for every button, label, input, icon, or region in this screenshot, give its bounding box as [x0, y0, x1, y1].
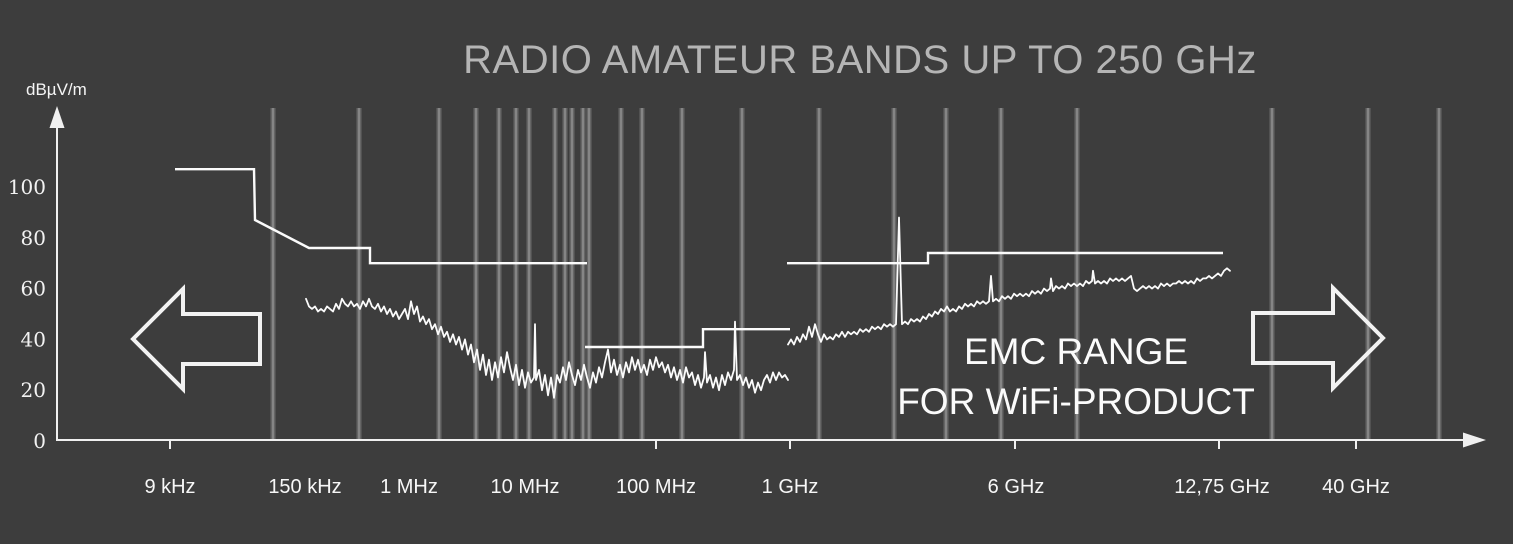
amateur-band-marker-core — [528, 108, 530, 440]
amateur-band-marker-core — [571, 108, 573, 440]
x-axis-tick-label: 12,75 GHz — [1174, 476, 1270, 498]
amateur-band-marker-core — [945, 108, 947, 440]
y-axis-tick-label: 20 — [21, 378, 46, 402]
amateur-band-marker-core — [582, 108, 584, 440]
amateur-band-marker-core — [641, 108, 643, 440]
emc-range-annotation-line1: EMC RANGE — [963, 331, 1189, 372]
amateur-band-marker-core — [1000, 108, 1002, 440]
x-axis-arrowhead-icon — [1463, 432, 1486, 448]
y-axis-unit-label: dBµV/m — [26, 80, 87, 99]
y-axis-tick-label: 60 — [21, 277, 46, 301]
amateur-band-marker-core — [272, 108, 274, 440]
emissions-above-1ghz — [787, 216, 1231, 346]
amateur-band-marker-core — [1271, 108, 1273, 440]
chart-title: RADIO AMATEUR BANDS UP TO 250 GHz — [463, 38, 1257, 82]
y-axis-tick-label: 0 — [33, 429, 46, 453]
x-axis-tick-label: 10 MHz — [491, 476, 560, 498]
arrow-left-icon — [130, 284, 262, 394]
y-axis-tick-label: 80 — [21, 226, 46, 250]
amateur-band-marker-core — [818, 108, 820, 440]
limit-above-1ghz — [787, 251, 1223, 265]
amateur-band-marker-core — [620, 108, 622, 440]
amateur-band-marker-core — [438, 108, 440, 440]
amateur-band-marker-core — [498, 108, 500, 440]
x-axis-tick-label: 1 GHz — [762, 476, 819, 498]
amateur-band-marker-core — [1076, 108, 1078, 440]
x-axis-tick-label: 6 GHz — [988, 476, 1045, 498]
amateur-band-marker-core — [681, 108, 683, 440]
amateur-band-marker-core — [741, 108, 743, 440]
amateur-band-marker-core — [893, 108, 895, 440]
amateur-band-marker-core — [358, 108, 360, 440]
amateur-band-marker-core — [1438, 108, 1440, 440]
amateur-band-marker-core — [515, 108, 517, 440]
x-axis-tick-label: 100 MHz — [616, 476, 696, 498]
emissions-below-1ghz — [305, 297, 789, 399]
x-axis-tick-label: 40 GHz — [1322, 476, 1390, 498]
amateur-band-marker-core — [588, 108, 590, 440]
y-axis-tick-label: 40 — [21, 327, 46, 351]
x-axis-tick-label: 9 kHz — [144, 476, 195, 498]
x-axis-tick-label: 150 kHz — [268, 476, 341, 498]
amateur-band-marker-core — [475, 108, 477, 440]
y-axis-arrowhead-icon — [49, 106, 65, 128]
x-axis-tick-label: 1 MHz — [380, 476, 438, 498]
limit-low-frequency — [175, 167, 587, 265]
amateur-band-marker-core — [564, 108, 566, 440]
emc-range-annotation: EMC RANGE FOR WiFi-PRODUCT — [875, 327, 1277, 427]
arrow-right-icon — [1251, 283, 1386, 393]
amateur-band-marker-core — [554, 108, 556, 440]
emc-range-annotation-line2: FOR WiFi-PRODUCT — [897, 381, 1255, 422]
y-axis-tick-label: 100 — [8, 175, 46, 199]
amateur-band-marker-core — [1367, 108, 1369, 440]
limit-mid-band — [585, 328, 790, 349]
